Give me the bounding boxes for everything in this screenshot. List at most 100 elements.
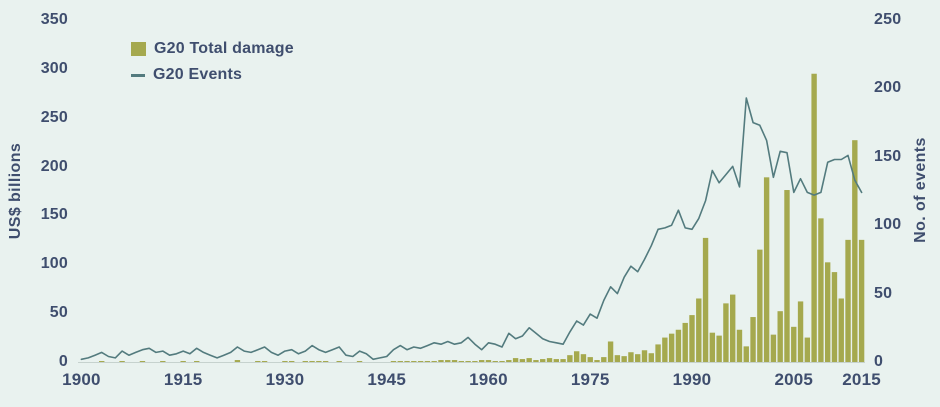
damage-bar bbox=[858, 239, 865, 362]
x-axis-tick: 1960 bbox=[469, 370, 508, 389]
left-axis-tick: 300 bbox=[40, 59, 68, 77]
events-line bbox=[80, 97, 863, 361]
damage-bar bbox=[777, 311, 783, 362]
damage-bar bbox=[478, 360, 485, 362]
legend-item-total-damage: G20 Total damage bbox=[131, 36, 294, 62]
damage-bar bbox=[689, 315, 695, 362]
damage-bar bbox=[580, 354, 587, 362]
damage-bar bbox=[546, 358, 553, 362]
damage-bar bbox=[743, 346, 749, 362]
damage-bar bbox=[750, 317, 756, 362]
legend-label-events: G20 Events bbox=[153, 66, 243, 83]
damage-bar bbox=[404, 361, 410, 362]
left-axis-tick: 200 bbox=[40, 157, 68, 175]
legend: G20 Total damage G20 Events bbox=[131, 36, 294, 88]
damage-bar bbox=[194, 361, 200, 362]
damage-bar bbox=[397, 361, 403, 362]
damage-bar bbox=[831, 272, 838, 362]
damage-bar bbox=[573, 351, 580, 362]
damage-bar bbox=[824, 262, 831, 362]
legend-label-total-damage: G20 Total damage bbox=[154, 40, 294, 57]
damage-bar bbox=[560, 359, 566, 362]
damage-bar bbox=[139, 361, 146, 362]
damage-bar bbox=[655, 344, 661, 362]
damage-bar bbox=[716, 335, 722, 362]
damage-bar bbox=[302, 361, 308, 362]
damage-bar bbox=[628, 352, 634, 362]
damage-bar bbox=[289, 361, 295, 362]
damage-bar bbox=[506, 360, 512, 362]
damage-bar bbox=[845, 239, 851, 362]
damage-bar bbox=[99, 361, 105, 362]
damage-bar bbox=[614, 355, 621, 362]
damage-bar bbox=[635, 354, 641, 362]
legend-item-events: G20 Events bbox=[131, 62, 294, 88]
damage-bar bbox=[458, 361, 465, 362]
x-axis-tick: 1930 bbox=[265, 370, 305, 389]
damage-bar bbox=[451, 360, 458, 362]
damage-bar bbox=[316, 361, 322, 362]
damage-bar bbox=[763, 177, 770, 362]
damage-bar bbox=[675, 329, 682, 362]
line-swatch-icon bbox=[131, 73, 145, 77]
left-axis-tick: 150 bbox=[40, 206, 68, 224]
x-axis-tick: 1990 bbox=[672, 370, 712, 389]
damage-bar bbox=[648, 353, 654, 362]
damage-bar bbox=[621, 356, 627, 362]
damage-bar bbox=[356, 361, 363, 362]
damage-bar bbox=[485, 360, 492, 362]
damage-bar bbox=[234, 360, 241, 362]
damage-bar bbox=[662, 337, 668, 362]
damage-bar bbox=[553, 359, 559, 362]
damage-bar bbox=[255, 361, 261, 362]
right-axis-tick: 200 bbox=[874, 79, 902, 97]
damage-bar bbox=[682, 322, 688, 362]
damage-bar bbox=[417, 361, 424, 362]
x-axis-tick: 1945 bbox=[367, 370, 406, 389]
right-axis-tick: 0 bbox=[874, 353, 884, 370]
damage-bar bbox=[791, 326, 797, 362]
bar-swatch-icon bbox=[131, 42, 146, 56]
damage-bar bbox=[730, 294, 736, 362]
damage-bar bbox=[784, 190, 790, 362]
damage-bar bbox=[431, 361, 437, 362]
damage-bar bbox=[804, 337, 811, 362]
right-axis-tick: 250 bbox=[874, 11, 902, 28]
damage-bar bbox=[519, 359, 526, 362]
damage-bar bbox=[607, 341, 614, 362]
damage-bar bbox=[668, 333, 675, 362]
damage-bar bbox=[702, 237, 709, 362]
x-axis-tick: 2005 bbox=[774, 370, 814, 389]
left-axis-tick: 100 bbox=[40, 255, 68, 273]
damage-bar bbox=[465, 361, 471, 362]
damage-bar bbox=[594, 360, 600, 362]
damage-bar bbox=[641, 350, 648, 362]
damage-bar bbox=[411, 361, 417, 362]
damage-bar bbox=[119, 361, 125, 362]
damage-bar bbox=[512, 358, 519, 362]
damage-bar bbox=[797, 301, 804, 362]
right-axis-tick: 100 bbox=[874, 216, 902, 234]
damage-bar bbox=[261, 361, 268, 362]
damage-bar bbox=[587, 357, 593, 362]
right-axis-tick: 150 bbox=[874, 147, 902, 165]
damage-bar bbox=[336, 361, 342, 362]
right-axis-title: No. of events bbox=[912, 137, 929, 243]
left-axis-tick: 50 bbox=[49, 304, 68, 322]
damage-bar bbox=[770, 334, 777, 362]
damage-bar bbox=[160, 361, 166, 362]
damage-bar bbox=[438, 360, 444, 362]
damage-bar bbox=[601, 357, 607, 362]
damage-bar bbox=[567, 355, 573, 362]
damage-bar bbox=[723, 303, 729, 362]
damage-bar bbox=[852, 140, 858, 362]
damage-bar bbox=[533, 360, 539, 362]
damage-bar bbox=[696, 298, 702, 362]
left-axis-tick: 0 bbox=[58, 353, 68, 370]
right-axis-tick: 50 bbox=[874, 284, 893, 302]
x-axis-tick: 1975 bbox=[570, 370, 610, 389]
damage-bar bbox=[309, 361, 315, 362]
left-axis-tick: 350 bbox=[40, 11, 68, 28]
x-axis-tick: 1900 bbox=[62, 370, 101, 389]
damage-bar bbox=[322, 361, 329, 362]
